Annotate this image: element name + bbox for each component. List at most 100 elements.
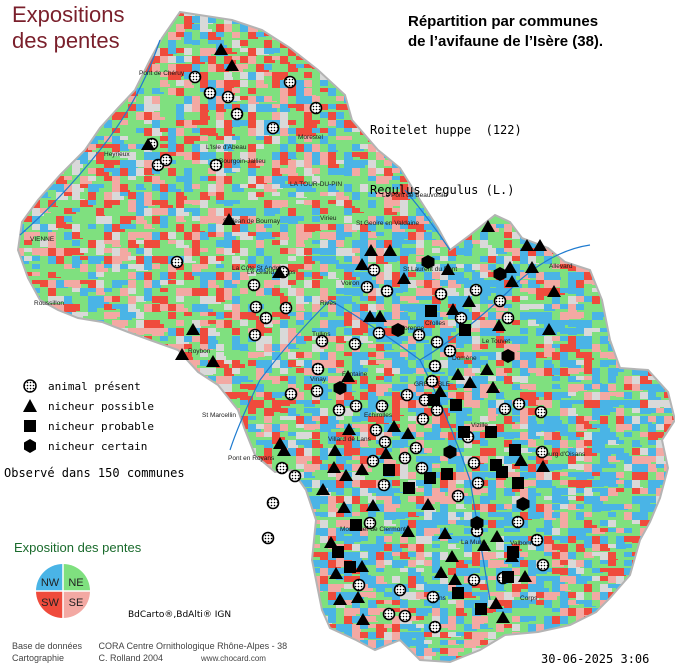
species-common-name: Roitelet huppe (122) xyxy=(370,123,522,137)
marker-animal-present xyxy=(451,489,465,503)
marker-animal-present xyxy=(352,578,366,592)
place-label: Pont de Chéruy xyxy=(139,70,185,77)
marker-animal-present xyxy=(428,359,442,373)
marker-nicheur-possible xyxy=(333,593,347,605)
marker-nicheur-certain xyxy=(443,445,457,459)
place-label: Roybon xyxy=(188,348,211,355)
marker-nicheur-certain xyxy=(493,267,507,281)
marker-nicheur-possible xyxy=(383,244,397,256)
marker-animal-present xyxy=(498,402,512,416)
credits-value-database: CORA Centre Ornithologique Rhône-Alpes -… xyxy=(98,641,288,651)
marker-nicheur-possible xyxy=(525,261,539,273)
compass-sw xyxy=(36,591,63,618)
place-label: St Laurent du Pont xyxy=(403,266,457,273)
marker-nicheur-probable xyxy=(507,546,519,558)
compass-label-nw: NW xyxy=(41,577,60,589)
species-info: Roitelet huppe (122) Regulus regulus (L.… xyxy=(370,80,522,220)
hexagon-icon xyxy=(24,439,36,453)
marker-animal-present xyxy=(426,590,440,604)
marker-animal-present xyxy=(493,294,507,308)
marker-animal-present xyxy=(230,107,244,121)
title-left-line2: des pentes xyxy=(12,28,120,53)
symbol-legend: animal présent nicheur possible nicheur … xyxy=(20,376,154,456)
marker-animal-present xyxy=(393,583,407,597)
marker-animal-present xyxy=(512,397,526,411)
marker-animal-present xyxy=(203,86,217,100)
place-label: Pont en Royans xyxy=(228,455,275,462)
marker-nicheur-probable xyxy=(441,468,453,480)
circle-hatched-icon xyxy=(23,379,37,393)
marker-nicheur-possible xyxy=(272,266,286,278)
marker-nicheur-probable xyxy=(509,444,521,456)
marker-nicheur-possible xyxy=(356,613,370,625)
marker-nicheur-probable xyxy=(383,464,395,476)
marker-nicheur-possible xyxy=(401,427,415,439)
marker-animal-present xyxy=(283,75,297,89)
marker-animal-present xyxy=(409,441,423,455)
marker-animal-present xyxy=(332,403,346,417)
generation-date: 30-06-2025 3:06 xyxy=(541,652,650,666)
place-label: Domène xyxy=(452,355,477,362)
marker-nicheur-certain xyxy=(333,381,347,395)
marker-nicheur-possible xyxy=(316,483,330,495)
place-label: St Geoire en Valdaine xyxy=(356,220,419,227)
marker-animal-present xyxy=(434,287,448,301)
marker-nicheur-probable xyxy=(425,305,437,317)
place-label: Corps xyxy=(520,595,538,602)
marker-nicheur-possible xyxy=(446,303,460,315)
legend-item-present: animal présent xyxy=(20,376,154,396)
marker-nicheur-certain xyxy=(470,516,484,530)
marker-nicheur-possible xyxy=(351,591,365,603)
marker-animal-present xyxy=(469,283,483,297)
marker-nicheur-possible xyxy=(341,370,355,382)
marker-nicheur-probable xyxy=(428,394,440,406)
marker-animal-present xyxy=(309,101,323,115)
marker-nicheur-possible xyxy=(505,275,519,287)
marker-nicheur-possible xyxy=(438,527,452,539)
marker-nicheur-possible xyxy=(518,570,532,582)
place-label: L'Isle d'Abeau xyxy=(206,144,247,151)
marker-nicheur-possible xyxy=(542,323,556,335)
place-label: Morestel xyxy=(298,134,323,141)
exposition-title: Exposition des pentes xyxy=(14,540,142,555)
marker-nicheur-possible xyxy=(463,376,477,388)
compass-se xyxy=(63,591,90,618)
marker-nicheur-possible xyxy=(366,499,380,511)
legend-item-certain: nicheur certain xyxy=(20,436,154,456)
credits-value-cartography: C. Rolland 2004 xyxy=(98,653,164,663)
marker-nicheur-certain xyxy=(391,323,405,337)
place-label: Vinay xyxy=(310,376,327,383)
marker-animal-present xyxy=(511,515,525,529)
marker-animal-present xyxy=(454,311,468,325)
place-label: Bourg d'Oisans xyxy=(541,451,586,458)
marker-animal-present xyxy=(247,278,261,292)
marker-nicheur-possible xyxy=(489,597,503,609)
marker-nicheur-possible xyxy=(329,567,343,579)
marker-nicheur-possible xyxy=(397,272,411,284)
marker-animal-present xyxy=(249,300,263,314)
marker-nicheur-probable xyxy=(458,426,470,438)
marker-animal-present xyxy=(209,158,223,172)
marker-animal-present xyxy=(501,311,515,325)
marker-nicheur-possible xyxy=(486,381,500,393)
title-right-line1: Répartition par communes xyxy=(408,13,599,30)
ign-copyright: BdCarto®,BdAlti® IGN xyxy=(128,610,232,620)
marker-animal-present xyxy=(348,337,362,351)
marker-nicheur-possible xyxy=(175,348,189,360)
marker-nicheur-possible xyxy=(496,611,510,623)
marker-nicheur-possible xyxy=(141,138,155,150)
marker-animal-present xyxy=(349,399,363,413)
marker-nicheur-possible xyxy=(401,525,415,537)
marker-nicheur-possible xyxy=(363,310,377,322)
marker-nicheur-possible xyxy=(277,444,291,456)
marker-nicheur-possible xyxy=(337,501,351,513)
marker-animal-present xyxy=(275,461,289,475)
marker-nicheur-possible xyxy=(514,454,528,466)
marker-animal-present xyxy=(284,387,298,401)
marker-animal-present xyxy=(430,335,444,349)
marker-nicheur-probable xyxy=(512,477,524,489)
marker-nicheur-possible xyxy=(533,239,547,251)
marker-nicheur-possible xyxy=(503,261,517,273)
marker-animal-present xyxy=(259,311,273,325)
